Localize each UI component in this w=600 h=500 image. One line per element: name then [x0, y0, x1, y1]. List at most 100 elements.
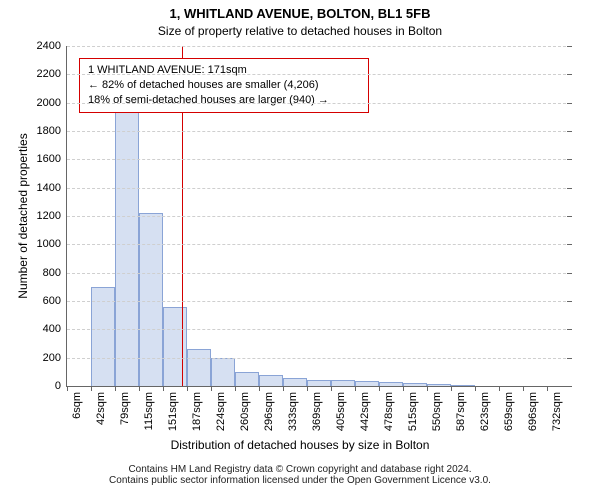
- y-tick-mark: [567, 273, 572, 274]
- y-tick-label: 0: [55, 380, 61, 392]
- y-tick-label: 2200: [37, 68, 61, 80]
- x-tick-mark: [499, 386, 500, 391]
- x-tick-mark: [307, 386, 308, 391]
- x-tick-mark: [163, 386, 164, 391]
- footer-line-1: Contains HM Land Registry data © Crown c…: [0, 464, 600, 475]
- x-tick-label: 79sqm: [119, 392, 131, 425]
- x-tick-mark: [187, 386, 188, 391]
- x-tick-mark: [283, 386, 284, 391]
- histogram-bar: [379, 382, 403, 386]
- y-tick-mark: [567, 131, 572, 132]
- x-tick-label: 369sqm: [311, 392, 323, 431]
- grid-line: [67, 103, 571, 104]
- x-tick-label: 659sqm: [503, 392, 515, 431]
- x-tick-label: 42sqm: [95, 392, 107, 425]
- annotation-line: 1 WHITLAND AVENUE: 171sqm: [88, 63, 360, 78]
- x-tick-mark: [451, 386, 452, 391]
- y-tick-label: 2000: [37, 97, 61, 109]
- x-tick-mark: [403, 386, 404, 391]
- histogram-bar: [283, 378, 307, 387]
- annotation-box: 1 WHITLAND AVENUE: 171sqm← 82% of detach…: [79, 58, 369, 113]
- x-tick-label: 442sqm: [359, 392, 371, 431]
- y-tick-label: 1400: [37, 182, 61, 194]
- grid-line: [67, 159, 571, 160]
- grid-line: [67, 131, 571, 132]
- grid-line: [67, 74, 571, 75]
- grid-line: [67, 188, 571, 189]
- y-tick-label: 200: [43, 352, 61, 364]
- grid-line: [67, 301, 571, 302]
- y-axis-label: Number of detached properties: [16, 46, 30, 386]
- plot-area: 1 WHITLAND AVENUE: 171sqm← 82% of detach…: [66, 46, 571, 387]
- histogram-bar: [115, 111, 139, 386]
- chart-title: 1, WHITLAND AVENUE, BOLTON, BL1 5FB: [0, 6, 600, 21]
- y-tick-mark: [567, 159, 572, 160]
- histogram-bar: [355, 381, 379, 386]
- y-tick-mark: [567, 329, 572, 330]
- x-tick-label: 732sqm: [551, 392, 563, 431]
- x-tick-label: 333sqm: [287, 392, 299, 431]
- y-tick-label: 800: [43, 267, 61, 279]
- grid-line: [67, 273, 571, 274]
- y-tick-label: 1800: [37, 125, 61, 137]
- x-tick-label: 187sqm: [191, 392, 203, 431]
- x-tick-label: 478sqm: [383, 392, 395, 431]
- x-tick-mark: [67, 386, 68, 391]
- grid-line: [67, 244, 571, 245]
- y-tick-mark: [567, 216, 572, 217]
- x-tick-mark: [547, 386, 548, 391]
- histogram-bar: [187, 349, 211, 386]
- footer: Contains HM Land Registry data © Crown c…: [0, 464, 600, 486]
- x-tick-mark: [379, 386, 380, 391]
- histogram-bar: [451, 385, 475, 386]
- grid-line: [67, 358, 571, 359]
- annotation-line: ← 82% of detached houses are smaller (4,…: [88, 78, 360, 93]
- grid-line: [67, 216, 571, 217]
- annotation-line: 18% of semi-detached houses are larger (…: [88, 93, 360, 108]
- x-tick-mark: [139, 386, 140, 391]
- x-tick-label: 224sqm: [215, 392, 227, 431]
- grid-line: [67, 46, 571, 47]
- grid-line: [67, 329, 571, 330]
- y-tick-label: 2400: [37, 40, 61, 52]
- y-tick-mark: [567, 301, 572, 302]
- y-tick-label: 1200: [37, 210, 61, 222]
- x-tick-mark: [475, 386, 476, 391]
- y-tick-mark: [567, 103, 572, 104]
- x-tick-label: 550sqm: [431, 392, 443, 431]
- y-tick-label: 1600: [37, 153, 61, 165]
- y-tick-label: 600: [43, 295, 61, 307]
- histogram-bar: [259, 375, 283, 386]
- x-tick-label: 296sqm: [263, 392, 275, 431]
- x-tick-label: 260sqm: [239, 392, 251, 431]
- x-tick-mark: [115, 386, 116, 391]
- x-axis-label: Distribution of detached houses by size …: [0, 438, 600, 452]
- chart-subtitle: Size of property relative to detached ho…: [0, 24, 600, 38]
- histogram-bar: [331, 380, 355, 386]
- y-tick-mark: [567, 244, 572, 245]
- y-tick-label: 1000: [37, 238, 61, 250]
- x-tick-label: 515sqm: [407, 392, 419, 431]
- x-tick-label: 405sqm: [335, 392, 347, 431]
- y-tick-mark: [567, 46, 572, 47]
- x-tick-label: 115sqm: [143, 392, 155, 430]
- y-tick-mark: [567, 386, 572, 387]
- histogram-bar: [235, 372, 259, 386]
- x-tick-mark: [331, 386, 332, 391]
- y-tick-label: 400: [43, 323, 61, 335]
- histogram-bar: [139, 213, 163, 386]
- x-tick-mark: [235, 386, 236, 391]
- histogram-bar: [403, 383, 427, 386]
- x-tick-mark: [355, 386, 356, 391]
- y-tick-mark: [567, 74, 572, 75]
- x-tick-label: 587sqm: [455, 392, 467, 431]
- x-tick-mark: [211, 386, 212, 391]
- histogram-bar: [307, 380, 331, 386]
- histogram-bar: [163, 307, 187, 386]
- x-tick-label: 6sqm: [71, 392, 83, 419]
- x-tick-label: 151sqm: [167, 392, 179, 431]
- x-tick-mark: [427, 386, 428, 391]
- y-tick-mark: [567, 188, 572, 189]
- x-tick-label: 696sqm: [527, 392, 539, 431]
- x-tick-label: 623sqm: [479, 392, 491, 431]
